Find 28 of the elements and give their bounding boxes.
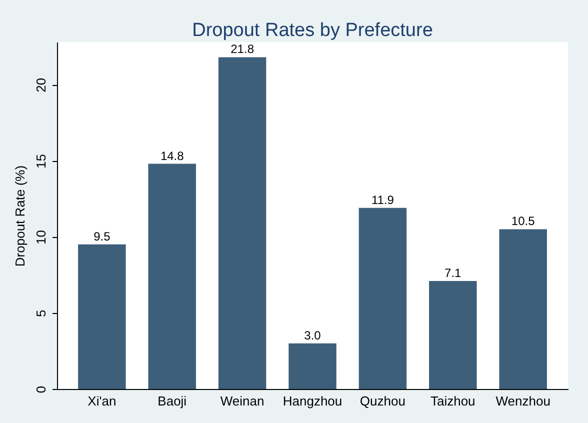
x-tick-label: Taizhou <box>430 394 476 408</box>
x-tick-label: Wenzhou <box>496 394 550 408</box>
data-label: 7.1 <box>444 266 462 280</box>
bar <box>358 208 407 389</box>
y-tick-label: 5 <box>34 310 48 318</box>
y-tick-label: 15 <box>34 154 48 168</box>
data-label: 11.9 <box>371 192 394 207</box>
bar <box>288 343 336 389</box>
bar <box>148 164 196 389</box>
x-tick-label: Weinan <box>220 394 264 408</box>
x-tick-label: Quzhou <box>360 394 406 408</box>
data-label: 14.8 <box>160 148 184 163</box>
y-tick-label: 10 <box>34 230 48 245</box>
bar <box>499 229 547 389</box>
x-tick-label: Hangzhou <box>282 394 342 408</box>
x-tick-label: Baoji <box>158 394 187 408</box>
chart-title: Dropout Rates by Prefecture <box>192 20 433 41</box>
bar <box>78 244 126 389</box>
bar <box>218 57 266 389</box>
x-tick-label: Xi'an <box>88 394 116 408</box>
y-axis-title: Dropout Rate (%) <box>12 165 28 267</box>
bar <box>429 280 477 389</box>
data-label: 3.0 <box>304 328 322 342</box>
data-label: 9.5 <box>94 229 111 244</box>
y-tick-label: 0 <box>34 386 48 394</box>
data-label: 10.5 <box>511 214 536 228</box>
data-label: 21.8 <box>230 42 254 56</box>
y-tick-label: 20 <box>34 78 48 92</box>
